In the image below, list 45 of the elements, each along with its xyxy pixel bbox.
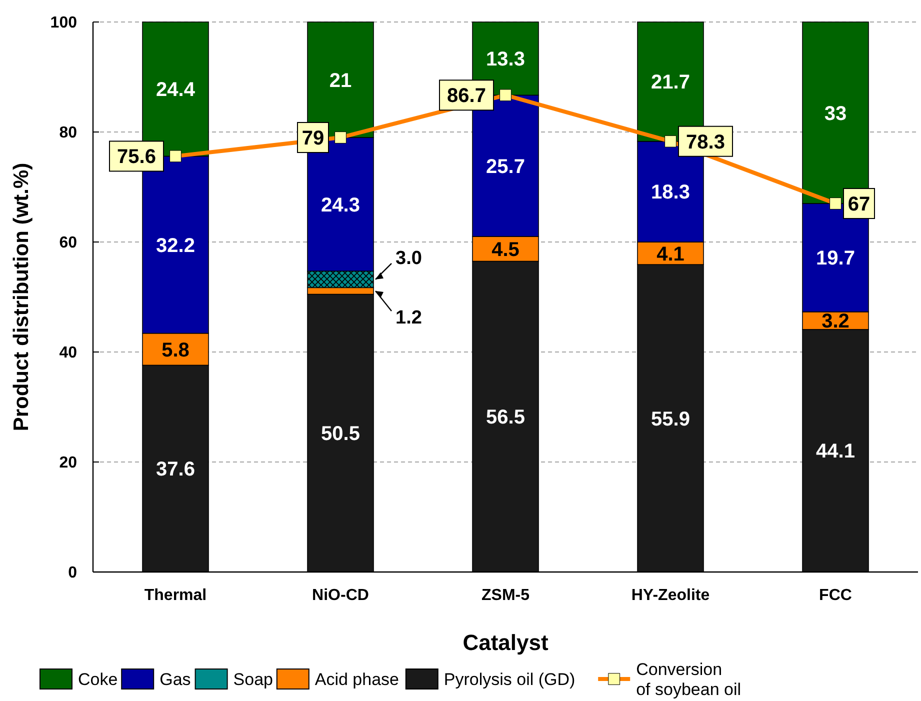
y-tick-label: 40 (59, 344, 78, 362)
data-label: 33 (824, 102, 847, 125)
data-label: 1.2 (396, 308, 422, 329)
y-tick-label: 0 (68, 564, 78, 582)
data-label: 75.6 (117, 146, 156, 168)
data-label: 55.9 (651, 408, 690, 430)
legend-label: Soap (233, 670, 274, 689)
data-label: 3.2 (822, 310, 850, 333)
legend-label: Coke (78, 670, 118, 689)
data-label: 50.5 (321, 423, 360, 446)
legend-label: Gas (160, 670, 191, 689)
data-label: 24.3 (321, 194, 360, 216)
y-tick-label: 60 (59, 234, 78, 252)
y-axis-title: Product distribution (wt.%) (10, 162, 33, 432)
data-label: 79 (302, 128, 324, 150)
data-label: 3.0 (396, 248, 422, 270)
x-tick-label: Thermal (144, 587, 207, 604)
data-label: 56.5 (486, 406, 525, 429)
data-label: 18.3 (651, 182, 690, 204)
data-label: 37.6 (156, 458, 195, 481)
x-tick-label: HY-Zeolite (631, 587, 710, 604)
legend-label: Acid phase (314, 670, 400, 689)
data-label: 78.3 (686, 131, 725, 154)
data-label: 4.5 (492, 238, 520, 261)
legend-label: Pyrolysis oil (GD) (444, 670, 576, 689)
data-label: 5.8 (162, 339, 190, 362)
data-label: 44.1 (816, 440, 855, 463)
data-label: 67 (848, 194, 870, 216)
y-tick-label: 100 (50, 14, 78, 32)
data-label: 4.1 (656, 243, 684, 266)
data-label: 19.7 (816, 248, 855, 270)
y-tick-label: 80 (59, 124, 78, 142)
x-axis-title: Catalyst (462, 630, 549, 655)
data-label: 86.7 (447, 85, 486, 108)
data-label: 25.7 (486, 156, 525, 178)
data-label: 13.3 (486, 48, 525, 71)
x-tick-label: ZSM-5 (482, 587, 530, 604)
x-tick-label: FCC (819, 587, 852, 604)
y-tick-label: 20 (59, 454, 78, 472)
legend-label: Conversion of soybean oil (636, 660, 742, 699)
data-label: 32.2 (156, 234, 195, 257)
data-label: 21 (329, 70, 352, 92)
data-label: 21.7 (651, 72, 690, 94)
x-tick-label: NiO-CD (312, 587, 369, 604)
data-label: 24.4 (156, 79, 196, 102)
